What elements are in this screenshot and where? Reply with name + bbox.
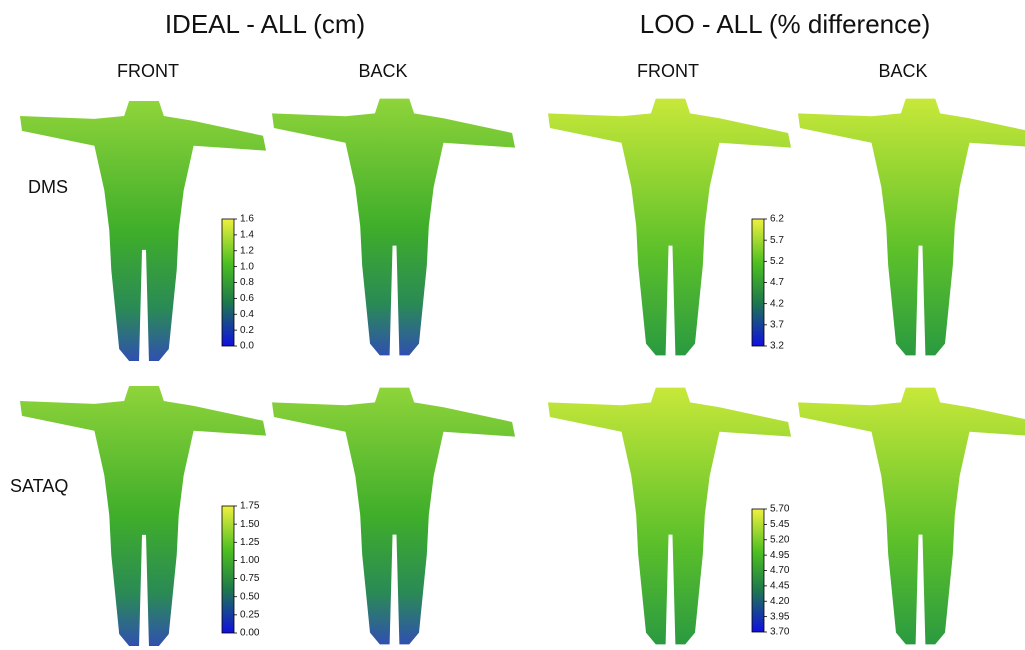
colorbar-tick-label: 0.75 xyxy=(240,573,260,584)
colorbar-tick-label: 5.2 xyxy=(770,256,784,267)
column-label: BACK xyxy=(878,61,927,81)
colorbar-tick-label: 1.4 xyxy=(240,230,254,241)
colorbar-tick-label: 1.0 xyxy=(240,261,254,272)
colorbar-tick-label: 3.95 xyxy=(770,611,790,622)
colorbar-tick-label: 5.45 xyxy=(770,519,790,530)
colorbar xyxy=(221,218,235,347)
colorbar-tick-label: 3.70 xyxy=(770,627,790,638)
colorbar-tick-label: 3.7 xyxy=(770,319,784,330)
column-label: BACK xyxy=(358,61,407,81)
colorbar-tick-label: 1.50 xyxy=(240,519,260,530)
colorbar-tick-label: 0.8 xyxy=(240,277,254,288)
colorbar-tick-label: 1.25 xyxy=(240,537,260,548)
colorbar-tick-label: 4.20 xyxy=(770,596,790,607)
colorbar-tick-label: 0.4 xyxy=(240,309,254,320)
colorbar-tick-label: 1.6 xyxy=(240,214,254,225)
colorbar-tick-label: 6.2 xyxy=(770,214,784,225)
colorbar-tick-label: 0.25 xyxy=(240,609,260,620)
colorbar-tick-label: 3.2 xyxy=(770,341,784,352)
column-label: FRONT xyxy=(117,61,179,81)
colorbar-tick-label: 0.2 xyxy=(240,325,254,336)
colorbar-tick-label: 4.45 xyxy=(770,581,790,592)
body-render xyxy=(798,387,1025,645)
colorbar xyxy=(751,218,765,347)
title: IDEAL - ALL (cm) xyxy=(165,9,365,39)
colorbar-tick-label: 5.7 xyxy=(770,235,784,246)
colorbar-tick-label: 0.00 xyxy=(240,628,260,639)
colorbar-tick-label: 0.0 xyxy=(240,341,254,352)
body-render xyxy=(272,98,516,356)
body-render xyxy=(798,98,1025,356)
colorbar-tick-label: 1.75 xyxy=(240,501,260,512)
colorbar-tick-label: 0.6 xyxy=(240,293,254,304)
colorbar-tick-label: 4.2 xyxy=(770,298,784,309)
colorbar-tick-label: 4.95 xyxy=(770,550,790,561)
title: LOO - ALL (% difference) xyxy=(640,9,930,39)
colorbar-tick-label: 5.70 xyxy=(770,504,790,515)
colorbar-tick-label: 4.70 xyxy=(770,565,790,576)
colorbar-tick-label: 1.2 xyxy=(240,245,254,256)
colorbar xyxy=(751,508,765,633)
colorbar-tick-label: 0.50 xyxy=(240,591,260,602)
colorbar-tick-label: 4.7 xyxy=(770,277,784,288)
row-label: DMS xyxy=(28,177,68,197)
renders xyxy=(20,98,1025,646)
colorbar-tick-label: 5.20 xyxy=(770,534,790,545)
column-label: FRONT xyxy=(637,61,699,81)
colorbar xyxy=(221,505,235,634)
row-label: SATAQ xyxy=(10,476,68,496)
colorbar-tick-label: 1.00 xyxy=(240,555,260,566)
body-render xyxy=(272,387,516,645)
